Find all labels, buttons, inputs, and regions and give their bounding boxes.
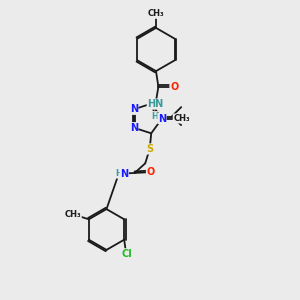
Text: O: O	[146, 167, 155, 177]
Text: CH₃: CH₃	[148, 9, 164, 18]
Text: N: N	[158, 113, 166, 124]
Text: CH₃: CH₃	[173, 114, 190, 123]
Text: N: N	[120, 169, 128, 178]
Text: Cl: Cl	[122, 249, 133, 259]
Text: HN: HN	[147, 99, 164, 109]
Text: H: H	[116, 169, 122, 178]
Text: H: H	[151, 112, 158, 121]
Text: O: O	[170, 82, 178, 92]
Text: N: N	[130, 123, 138, 133]
Text: CH₃: CH₃	[64, 210, 81, 219]
Text: N: N	[130, 104, 138, 114]
Text: S: S	[146, 144, 153, 154]
